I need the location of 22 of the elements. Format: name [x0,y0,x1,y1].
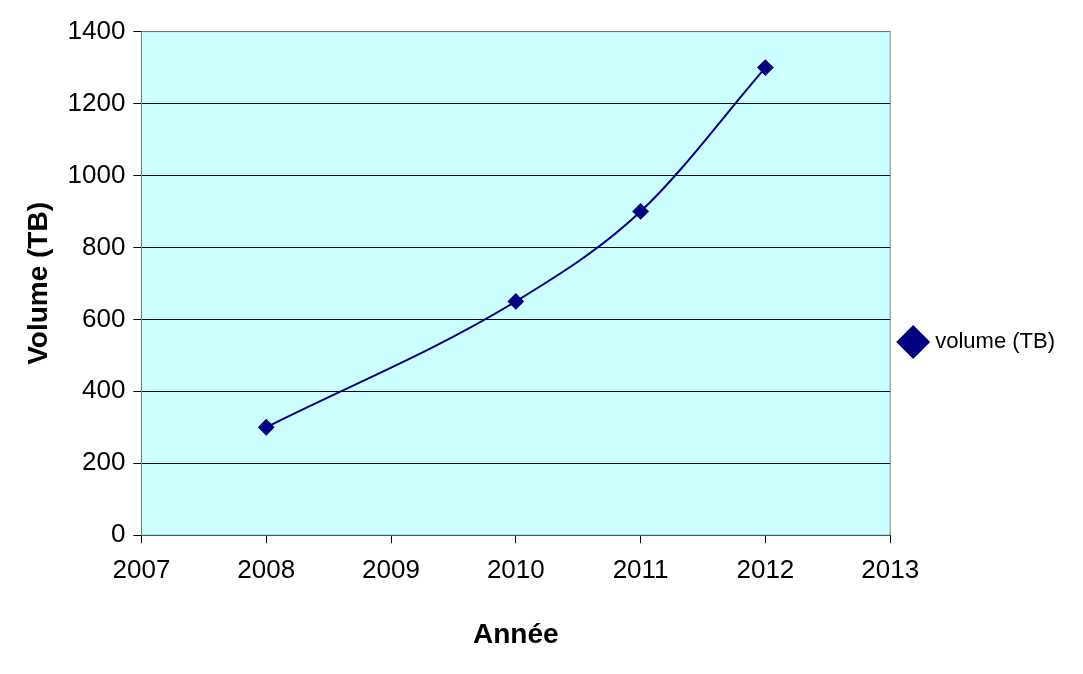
x-tick-label: 2012 [736,553,795,584]
point [632,203,649,220]
y-tick-label: 400 [82,374,126,405]
y-tick-label: 1200 [67,86,126,117]
y-tick-label: 0 [110,518,126,549]
y-axis-title: Volume (TB) [21,201,53,365]
x-axis-title: Année [473,617,559,649]
x-tick-label: 2007 [112,553,171,584]
y-tick-label: 1400 [67,14,126,45]
y-tick-label: 800 [82,230,126,261]
point [757,59,774,76]
x-tick-label: 2010 [486,553,545,584]
x-tick-label: 2011 [612,553,669,584]
y-tick-label: 200 [82,446,126,477]
point [258,419,275,436]
legend-label: volume (TB) [935,328,1055,354]
y-tick-label: 1000 [67,158,126,189]
y-tick-label: 600 [82,302,126,333]
x-tick-label: 2009 [362,553,420,584]
x-tick-label: 2013 [861,553,920,584]
x-tick-label: 2008 [237,553,296,584]
point [507,293,524,310]
